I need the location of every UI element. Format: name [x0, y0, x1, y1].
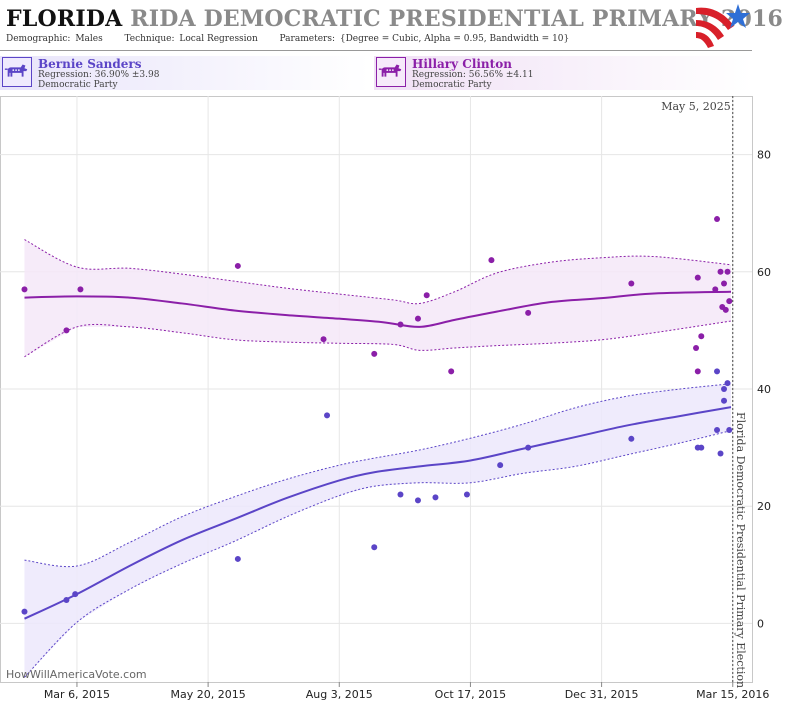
- x-tick-label: Aug 3, 2015: [306, 688, 373, 701]
- technique-label: Technique:: [124, 34, 175, 44]
- hillary-clintonpoll-point: [234, 262, 241, 269]
- bernie-sanderspoll-point: [714, 427, 721, 434]
- y-tick-label: 60: [757, 266, 771, 279]
- hillary-clintonpoll-point: [693, 344, 700, 351]
- hillary-clintonconfidence-band: [24, 239, 732, 357]
- bernie-sanderspoll-point: [721, 397, 728, 404]
- hillary-clintonpoll-point: [694, 274, 701, 281]
- bernie-sanderspoll-point: [371, 544, 378, 551]
- hillary-clintonpoll-point: [63, 327, 70, 334]
- candidate-card-sanders: Bernie Sanders Regression: 36.90% ±3.98 …: [0, 56, 370, 90]
- bernie-sanderspoll-point: [721, 386, 728, 392]
- bernie-sanderspoll-point: [234, 555, 241, 562]
- chart-title: FLORIDA RIDA DEMOCRATIC PRESIDENTIAL PRI…: [6, 6, 783, 32]
- y-tick-label: 20: [757, 500, 771, 513]
- x-tick-label: Mar 15, 2016: [696, 688, 769, 701]
- hillary-clintonpoll-point: [371, 350, 378, 357]
- y-tick-label: 0: [757, 617, 764, 630]
- democrat-donkey-icon: [376, 57, 406, 87]
- top-date-label: May 5, 2025: [661, 100, 731, 113]
- y-tick-label: 80: [757, 149, 771, 162]
- title-state: FLORIDA: [6, 6, 123, 32]
- hillary-clintonpoll-point: [77, 286, 84, 293]
- candidate-regression: Regression: 36.90% ±3.98: [38, 70, 160, 80]
- hillary-clintonpoll-point: [628, 280, 635, 287]
- candidate-name: Bernie Sanders: [38, 57, 142, 71]
- hillary-clintonpoll-point: [726, 298, 733, 305]
- bernie-sandersband-lower: [24, 430, 732, 678]
- watermark: HowWillAmericaVote.com: [6, 668, 147, 681]
- hillary-clintontrend-line: [24, 290, 732, 328]
- hillary-clintonpoll-point: [448, 368, 455, 375]
- bernie-sanderspoll-point: [21, 608, 28, 615]
- bernie-sanderspoll-point: [714, 368, 721, 375]
- hillary-clintonpoll-point: [21, 286, 28, 293]
- parameters-label: Parameters:: [279, 34, 335, 44]
- hillary-clintonpoll-point: [525, 309, 532, 316]
- hillary-clintonpoll-point: [698, 333, 705, 340]
- bernie-sanderspoll-point: [497, 462, 504, 469]
- hillary-clintonpoll-point: [694, 368, 701, 375]
- bernie-sanderspoll-point: [525, 444, 532, 451]
- parameters-value: {Degree = Cubic, Alpha = 0.95, Bandwidth…: [339, 34, 570, 44]
- title-rest: RIDA DEMOCRATIC PRESIDENTIAL PRIMARY 201…: [130, 6, 783, 32]
- hillary-clintonpoll-point: [488, 257, 495, 264]
- hillary-clintonpoll-point: [712, 286, 719, 293]
- candidate-card-clinton: Hillary Clinton Regression: 56.56% ±4.11…: [374, 56, 754, 90]
- technique-value: Local Regression: [179, 34, 258, 44]
- bernie-sanderspoll-point: [628, 435, 635, 442]
- candidate-regression: Regression: 56.56% ±4.11: [412, 70, 534, 80]
- x-tick-label: Dec 31, 2015: [565, 688, 639, 701]
- bernie-sanderspoll-point: [726, 427, 733, 434]
- x-tick-label: May 20, 2015: [170, 688, 245, 701]
- hillary-clintonpoll-point: [724, 268, 731, 275]
- y-tick-label: 40: [757, 383, 771, 396]
- bernie-sanderspoll-point: [724, 380, 731, 387]
- x-tick-label: Mar 6, 2015: [44, 688, 110, 701]
- election-label: Florida Democratic Presidential Primary …: [734, 412, 747, 688]
- bernie-sandersband-upper: [24, 383, 732, 568]
- demographic-value: Males: [75, 34, 103, 44]
- site-logo-icon: [696, 4, 750, 48]
- democrat-donkey-icon: [2, 57, 32, 87]
- header-divider: [0, 50, 752, 51]
- bernie-sanderspoll-point: [414, 497, 421, 504]
- hillary-clintonpoll-point: [721, 280, 728, 287]
- hillary-clintonpoll-point: [722, 306, 729, 313]
- x-tick-label: Oct 17, 2015: [435, 688, 507, 701]
- bernie-sanderspoll-point: [717, 450, 724, 457]
- bernie-sanderspoll-point: [463, 491, 470, 498]
- poll-regression-chart: 0 20 40 60 80 Mar 6, 2015 May 20, 2015 Aug 3, 2…: [0, 96, 771, 701]
- bernie-sanderspoll-point: [72, 591, 79, 598]
- bernie-sanderspoll-point: [63, 596, 70, 603]
- hillary-clintonpoll-point: [423, 292, 430, 299]
- hillary-clintonpoll-point: [714, 216, 721, 223]
- bernie-sandersconfidence-band: [24, 383, 732, 678]
- hillary-clintonpoll-point: [717, 268, 724, 275]
- hillary-clintonpoll-point: [397, 321, 404, 328]
- bernie-sanderspoll-point: [698, 444, 705, 451]
- hillary-clintonband-lower: [24, 320, 732, 358]
- hillary-clintonpoll-point: [414, 315, 421, 322]
- candidate-party: Democratic Party: [412, 80, 492, 90]
- bernie-sanderspoll-point: [324, 412, 331, 419]
- candidate-party: Democratic Party: [38, 80, 118, 90]
- parameters-line: Demographic: Males Technique: Local Regr…: [6, 34, 571, 44]
- bernie-sanderstrend-line: [24, 406, 732, 620]
- hillary-clintonpoll-point: [320, 336, 327, 343]
- bernie-sanderspoll-point: [397, 491, 404, 498]
- bernie-sanderspoll-point: [432, 494, 439, 501]
- hillary-clintonband-upper: [24, 239, 732, 305]
- candidate-name: Hillary Clinton: [412, 57, 512, 71]
- demographic-label: Demographic:: [6, 34, 71, 44]
